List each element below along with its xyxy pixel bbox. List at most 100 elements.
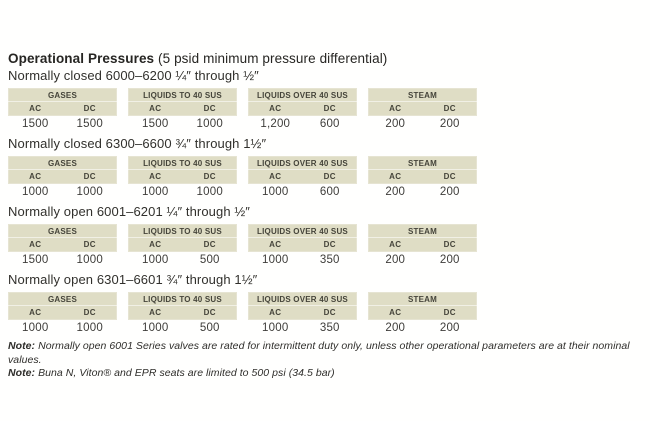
group-name: LIQUIDS TO 40 SUS <box>128 292 237 306</box>
group-header: LIQUIDS OVER 40 SUS AC DC <box>248 156 357 184</box>
pressure-section: Normally open 6001–6201 ¼″ through ½″ GAS… <box>8 204 644 267</box>
pressure-table-row: GASES AC DC 1000 1000 LIQUIDS TO 40 SUS AC DC 10… <box>8 292 644 335</box>
medium-group: LIQUIDS OVER 40 SUS AC DC 1000 600 <box>248 156 357 199</box>
medium-group: GASES AC DC 1500 1500 <box>8 88 117 131</box>
dc-pressure-value: 350 <box>319 322 340 334</box>
dc-pressure-value: 200 <box>439 254 460 266</box>
group-name: LIQUIDS OVER 40 SUS <box>248 224 357 238</box>
section-heading: Normally open 6301–6601 ¾″ through 1½″ <box>8 272 258 287</box>
acdc-header-row: AC DC <box>128 238 237 252</box>
group-name: STEAM <box>368 224 477 238</box>
page-title: Operational Pressures (5 psid minimum pr… <box>8 51 644 66</box>
group-header: GASES AC DC <box>8 292 117 320</box>
ac-column-label: AC <box>149 172 162 181</box>
dc-pressure-value: 200 <box>439 118 460 130</box>
ac-pressure-value: 1000 <box>142 322 169 334</box>
group-header: STEAM AC DC <box>368 88 477 116</box>
group-name: STEAM <box>368 292 477 306</box>
ac-column-label: AC <box>389 104 402 113</box>
footnote-text: Normally open 6001 Series valves are rat… <box>8 340 630 366</box>
dc-pressure-value: 200 <box>439 322 460 334</box>
medium-group: LIQUIDS TO 40 SUS AC DC 1000 500 <box>128 224 237 267</box>
group-name: LIQUIDS TO 40 SUS <box>128 88 237 102</box>
dc-pressure-value: 1000 <box>76 186 103 198</box>
dc-pressure-value: 350 <box>319 254 340 266</box>
dc-column-label: DC <box>443 104 456 113</box>
medium-group: STEAM AC DC 200 200 <box>368 156 477 199</box>
dc-column-label: DC <box>323 172 336 181</box>
ac-pressure-value: 1000 <box>22 322 49 334</box>
acdc-header-row: AC DC <box>368 102 477 116</box>
pressure-values-row: 1,200 600 <box>248 116 357 131</box>
footnote: Note: Normally open 6001 Series valves ar… <box>8 340 644 367</box>
ac-pressure-value: 200 <box>385 322 406 334</box>
medium-group: LIQUIDS OVER 40 SUS AC DC 1,200 600 <box>248 88 357 131</box>
ac-column-label: AC <box>29 308 42 317</box>
ac-pressure-value: 1000 <box>142 186 169 198</box>
group-header: STEAM AC DC <box>368 156 477 184</box>
group-header: LIQUIDS TO 40 SUS AC DC <box>128 88 237 116</box>
dc-pressure-value: 1500 <box>76 118 103 130</box>
medium-group: STEAM AC DC 200 200 <box>368 88 477 131</box>
ac-column-label: AC <box>29 240 42 249</box>
group-header: LIQUIDS TO 40 SUS AC DC <box>128 292 237 320</box>
pressure-table-row: GASES AC DC 1000 1000 LIQUIDS TO 40 SUS AC DC 10… <box>8 156 644 199</box>
pressure-values-row: 1000 1000 <box>8 320 117 335</box>
ac-pressure-value: 1500 <box>22 254 49 266</box>
pressure-values-row: 1000 500 <box>128 320 237 335</box>
group-header: GASES AC DC <box>8 224 117 252</box>
ac-column-label: AC <box>389 240 402 249</box>
ac-column-label: AC <box>29 104 42 113</box>
dc-column-label: DC <box>443 240 456 249</box>
footnote-label: Note: <box>8 340 36 352</box>
ac-column-label: AC <box>149 240 162 249</box>
ac-pressure-value: 1000 <box>262 322 289 334</box>
ac-pressure-value: 1000 <box>142 254 169 266</box>
medium-group: LIQUIDS TO 40 SUS AC DC 1500 1000 <box>128 88 237 131</box>
group-name: GASES <box>8 224 117 238</box>
medium-group: LIQUIDS TO 40 SUS AC DC 1000 1000 <box>128 156 237 199</box>
group-name: STEAM <box>368 88 477 102</box>
dc-pressure-value: 1000 <box>196 186 223 198</box>
group-name: GASES <box>8 156 117 170</box>
section-heading: Normally closed 6000–6200 ¼″ through ½″ <box>8 68 259 83</box>
pressure-values-row: 1000 500 <box>128 252 237 267</box>
group-name: LIQUIDS TO 40 SUS <box>128 224 237 238</box>
medium-group: LIQUIDS OVER 40 SUS AC DC 1000 350 <box>248 224 357 267</box>
ac-pressure-value: 1000 <box>262 186 289 198</box>
pressure-values-row: 1500 1500 <box>8 116 117 131</box>
ac-column-label: AC <box>149 308 162 317</box>
dc-pressure-value: 500 <box>199 322 220 334</box>
ac-column-label: AC <box>149 104 162 113</box>
acdc-header-row: AC DC <box>128 102 237 116</box>
footnote-label: Note: <box>8 367 36 379</box>
group-header: GASES AC DC <box>8 88 117 116</box>
dc-column-label: DC <box>203 240 216 249</box>
ac-pressure-value: 1,200 <box>260 118 291 130</box>
group-header: LIQUIDS TO 40 SUS AC DC <box>128 156 237 184</box>
acdc-header-row: AC DC <box>368 306 477 320</box>
acdc-header-row: AC DC <box>128 170 237 184</box>
group-name: LIQUIDS OVER 40 SUS <box>248 88 357 102</box>
section-heading: Normally open 6001–6201 ¼″ through ½″ <box>8 204 251 219</box>
section-heading: Normally closed 6300–6600 ¾″ through 1½″ <box>8 136 267 151</box>
pressure-values-row: 1000 350 <box>248 252 357 267</box>
page-title-main: Operational Pressures <box>8 51 155 66</box>
acdc-header-row: AC DC <box>248 170 357 184</box>
pressure-table-row: GASES AC DC 1500 1500 LIQUIDS TO 40 SUS AC DC 15… <box>8 88 644 131</box>
dc-column-label: DC <box>203 308 216 317</box>
ac-pressure-value: 1500 <box>22 118 49 130</box>
dc-pressure-value: 600 <box>319 186 340 198</box>
dc-column-label: DC <box>443 308 456 317</box>
pressure-values-row: 1000 350 <box>248 320 357 335</box>
group-name: GASES <box>8 88 117 102</box>
pressure-section: Normally closed 6300–6600 ¾″ through 1½″… <box>8 136 644 199</box>
ac-column-label: AC <box>389 308 402 317</box>
ac-pressure-value: 1500 <box>142 118 169 130</box>
acdc-header-row: AC DC <box>8 306 117 320</box>
pressure-values-row: 1500 1000 <box>8 252 117 267</box>
acdc-header-row: AC DC <box>248 238 357 252</box>
dc-column-label: DC <box>323 308 336 317</box>
ac-pressure-value: 200 <box>385 254 406 266</box>
